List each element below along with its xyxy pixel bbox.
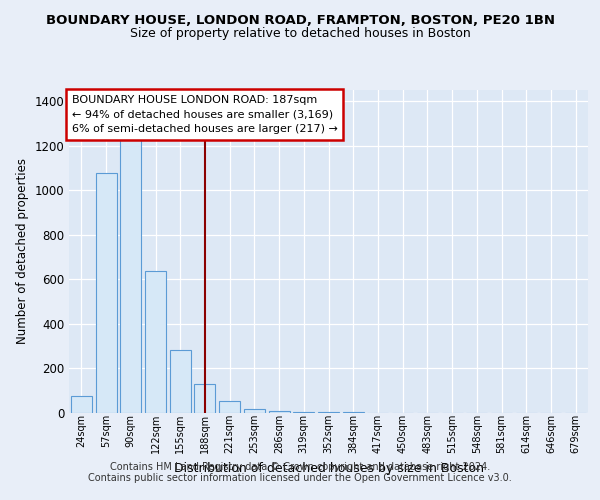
Text: Contains HM Land Registry data © Crown copyright and database right 2024.
Contai: Contains HM Land Registry data © Crown c…: [88, 462, 512, 483]
Y-axis label: Number of detached properties: Number of detached properties: [16, 158, 29, 344]
Bar: [194, 384, 215, 412]
Bar: [145, 272, 166, 412]
Text: BOUNDARY HOUSE LONDON ROAD: 187sqm
← 94% of detached houses are smaller (3,169)
: BOUNDARY HOUSE LONDON ROAD: 187sqm ← 94%…: [71, 95, 337, 134]
Bar: [71, 396, 92, 412]
Bar: [244, 409, 265, 412]
Text: BOUNDARY HOUSE, LONDON ROAD, FRAMPTON, BOSTON, PE20 1BN: BOUNDARY HOUSE, LONDON ROAD, FRAMPTON, B…: [46, 14, 554, 26]
Text: Size of property relative to detached houses in Boston: Size of property relative to detached ho…: [130, 28, 470, 40]
Bar: [120, 128, 141, 412]
Bar: [219, 402, 240, 412]
Bar: [95, 174, 116, 412]
X-axis label: Distribution of detached houses by size in Boston: Distribution of detached houses by size …: [173, 462, 484, 474]
Bar: [170, 350, 191, 412]
